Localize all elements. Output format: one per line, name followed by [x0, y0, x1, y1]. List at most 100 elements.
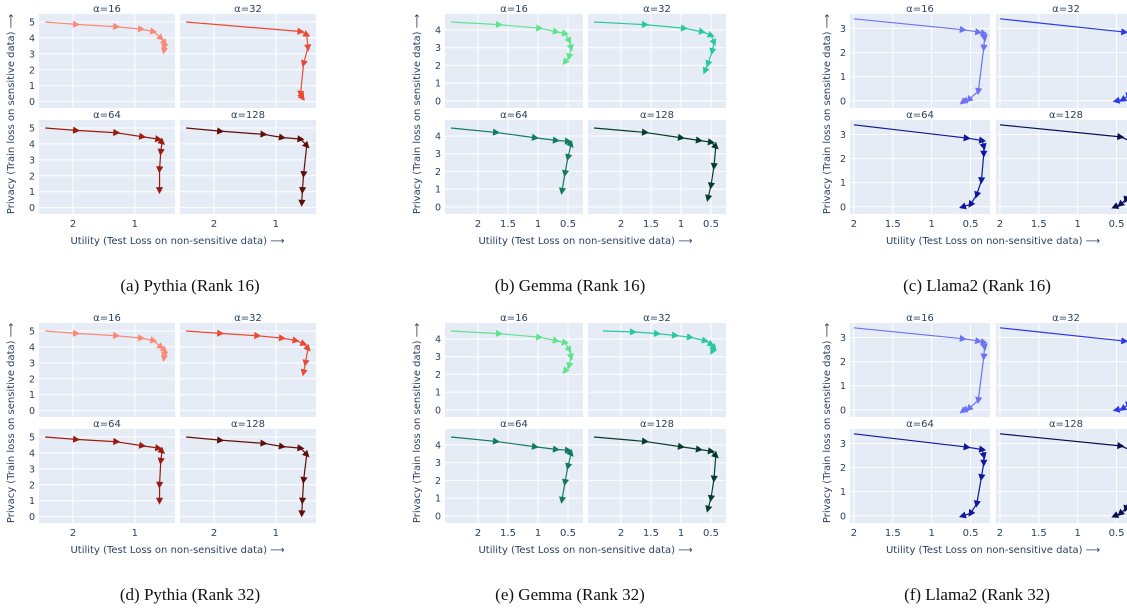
data-point — [641, 437, 649, 445]
plot-area — [39, 323, 175, 417]
y-tick-label: 4 — [435, 440, 441, 451]
data-point — [564, 345, 572, 354]
x-tick-label: 1.5 — [1031, 219, 1047, 230]
y-tick-label: 1 — [840, 487, 846, 498]
data-point — [701, 336, 709, 344]
x-tick-label: 1 — [132, 528, 138, 539]
y-tick-label: 5 — [29, 326, 35, 337]
data-point — [978, 473, 986, 482]
x-tick-label: 2 — [618, 219, 624, 230]
data-point — [711, 141, 719, 150]
data-point — [531, 442, 539, 450]
data-point — [157, 137, 166, 145]
y-axis-title: Privacy (Train loss on sensitive data) ⟶ — [6, 14, 17, 214]
data-point — [138, 441, 147, 449]
subplot: α=16 0 1 2 3 — [840, 4, 990, 108]
x-tick-label: 2 — [211, 528, 217, 539]
y-tick-label: 2 — [435, 61, 441, 72]
data-point — [1111, 202, 1120, 209]
data-point — [707, 447, 715, 455]
data-point — [978, 176, 986, 185]
data-point — [160, 47, 168, 55]
plot-area — [445, 429, 583, 523]
subplot: α=128 2 1.5 1 0.5 — [588, 110, 726, 230]
data-point — [980, 459, 988, 467]
data-point — [968, 199, 976, 208]
data-point — [278, 442, 286, 450]
y-tick-label: 1 — [29, 390, 35, 401]
data-point — [157, 148, 165, 156]
subplot-title: α=32 — [643, 313, 671, 324]
subplot-title: α=64 — [93, 419, 121, 430]
data-point — [959, 25, 967, 33]
data-point — [711, 450, 719, 459]
y-tick-label: 2 — [435, 370, 441, 381]
data-point — [300, 476, 308, 484]
y-tick-label: 1 — [435, 388, 441, 399]
data-point — [958, 511, 967, 519]
y-axis-title: Privacy (Train loss on sensitive data) ⟶ — [822, 14, 833, 214]
y-tick-label: 4 — [435, 334, 441, 345]
data-point — [707, 494, 716, 503]
data-point — [710, 475, 718, 483]
y-tick-label: 2 — [840, 48, 846, 59]
data-point — [302, 140, 310, 149]
x-axis-title: Utility (Test Loss on non-sensitive data… — [478, 236, 692, 247]
data-point — [138, 132, 147, 140]
subplot: α=16 0 1 2 3 4 — [435, 4, 583, 108]
data-point — [677, 442, 685, 450]
x-tick-label: 1 — [535, 528, 541, 539]
data-point — [641, 128, 649, 136]
chart-group-1: α=16 0 1 2 3 4 α=32 α=64 0 1 2 3 4 2 1.5 1 0.5 α=128 2 1.5 1… — [412, 4, 726, 247]
data-point — [137, 334, 145, 342]
x-tick-label: 1.5 — [643, 219, 659, 230]
data-point — [278, 133, 286, 141]
x-tick-label: 2 — [851, 528, 857, 539]
y-tick-label: 0 — [435, 96, 441, 107]
data-point — [535, 24, 544, 32]
x-tick-label: 2 — [70, 528, 76, 539]
y-tick-label: 5 — [29, 123, 35, 134]
caption-e: (e) Gemma (Rank 32) — [495, 585, 645, 604]
x-tick-label: 1 — [273, 528, 279, 539]
subplot: α=64 0 1 2 3 4 5 2 1 — [29, 419, 175, 539]
x-axis-title: Utility (Test Loss on non-sensitive data… — [70, 236, 284, 247]
y-tick-label: 4 — [29, 139, 35, 150]
subplot: α=128 2 1 — [180, 419, 316, 539]
subplot-title: α=128 — [640, 110, 674, 121]
x-tick-label: 1.5 — [643, 528, 659, 539]
y-tick-label: 0 — [29, 203, 35, 214]
subplot: α=128 2 1.5 1 0.5 — [996, 419, 1127, 539]
data-point — [552, 445, 560, 453]
data-point — [216, 436, 225, 444]
data-point — [978, 136, 987, 144]
data-point — [216, 127, 225, 135]
y-tick-label: 3 — [840, 24, 846, 35]
y-tick-label: 2 — [840, 357, 846, 368]
data-point — [562, 57, 570, 66]
data-point — [980, 353, 988, 361]
plot-area — [180, 14, 316, 108]
data-point — [566, 52, 574, 61]
subplot: α=32 — [996, 4, 1127, 108]
y-axis-title: Privacy (Train loss on sensitive data) ⟶ — [6, 323, 17, 523]
x-tick-label: 0.5 — [703, 528, 719, 539]
data-point — [706, 30, 715, 38]
subplot-title: α=16 — [500, 313, 528, 324]
subplot-title: α=16 — [906, 4, 934, 15]
subplot: α=16 0 1 2 3 4 5 — [29, 313, 175, 417]
y-tick-label: 2 — [29, 171, 35, 182]
subplot-title: α=64 — [500, 110, 528, 121]
data-point — [72, 126, 81, 134]
data-point — [709, 38, 717, 47]
x-tick-label: 0.5 — [703, 219, 719, 230]
plot-area — [588, 323, 726, 417]
data-point — [155, 497, 164, 505]
data-point — [297, 135, 305, 143]
data-point — [113, 128, 121, 137]
data-point — [629, 328, 637, 336]
data-point — [303, 343, 311, 352]
plot-area — [445, 14, 583, 108]
plot-area — [180, 429, 316, 523]
data-point — [113, 22, 121, 31]
